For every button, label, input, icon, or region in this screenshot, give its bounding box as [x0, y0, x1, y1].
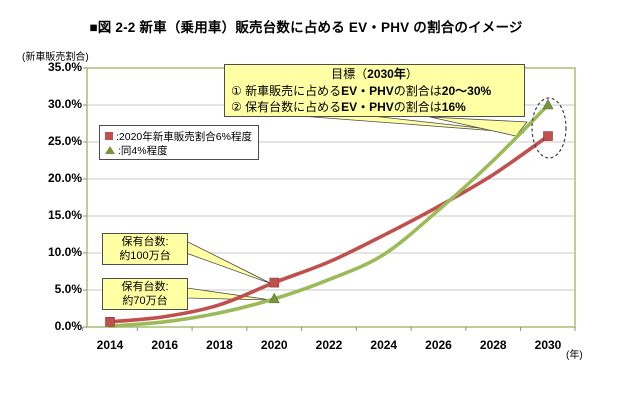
x-axis-tick-label: 2026: [425, 338, 452, 352]
goal-box-line-0: ① 新車販売に占めるEV・PHVの割合は20～30%: [231, 83, 492, 98]
x-axis-unit-label: (年): [566, 350, 583, 361]
x-axis-tick-label: 2016: [151, 338, 179, 352]
x-axis-tick-label: 2030: [534, 338, 562, 352]
legend-label: :2020年新車販売割合6%程度: [116, 130, 252, 143]
callout-holdings-1m: 保有台数: 約100万台: [102, 233, 188, 265]
y-axis-unit-label: (新車販売割合): [22, 52, 89, 63]
goal-annotation-box: 目標（2030年） ① 新車販売に占めるEV・PHVの割合は20～30% ② 保…: [224, 64, 525, 117]
callout-line: 約100万台: [119, 250, 171, 262]
y-axis-tick-label: 5.0%: [54, 282, 82, 296]
callout-holdings-700k: 保有台数: 約70万台: [102, 278, 188, 310]
y-axis-tick-label: 0.0%: [54, 319, 82, 333]
chart-title: ■図 2-2 新車（乗用車）販売台数に占める EV・PHV の割合のイメージ: [89, 20, 523, 35]
y-axis-tick-label: 15.0%: [47, 208, 82, 222]
x-axis-tick-label: 2014: [96, 338, 124, 352]
x-axis-tick-label: 2024: [370, 338, 398, 352]
y-axis-tick-label: 35.0%: [47, 60, 82, 74]
legend-label: :同4%程度: [118, 144, 168, 157]
x-axis-tick-label: 2020: [260, 338, 288, 352]
legend-item-green-series: :同4%程度: [105, 143, 254, 157]
x-axis-tick-label: 2018: [206, 338, 233, 352]
y-axis-tick-label: 10.0%: [47, 245, 82, 259]
goal-box-title: 目標（2030年）: [331, 67, 418, 81]
y-axis-tick-label: 30.0%: [47, 97, 82, 111]
x-axis-tick-label: 2028: [479, 338, 507, 352]
red-square-marker-icon: [105, 132, 113, 140]
y-axis-tick-label: 20.0%: [47, 171, 82, 185]
callout-line: 保有台数:: [121, 281, 169, 293]
callout-line: 約70万台: [122, 295, 168, 307]
legend-box: :2020年新車販売割合6%程度 :同4%程度: [99, 125, 259, 160]
legend-item-red-series: :2020年新車販売割合6%程度: [105, 129, 254, 143]
x-axis-tick-label: 2022: [315, 338, 343, 352]
green-triangle-marker-icon: [105, 146, 115, 154]
goal-box-line-1: ② 保有台数に占めるEV・PHVの割合は16%: [231, 100, 466, 114]
callout-line: 保有台数:: [121, 236, 169, 248]
y-axis-tick-label: 25.0%: [47, 134, 82, 148]
